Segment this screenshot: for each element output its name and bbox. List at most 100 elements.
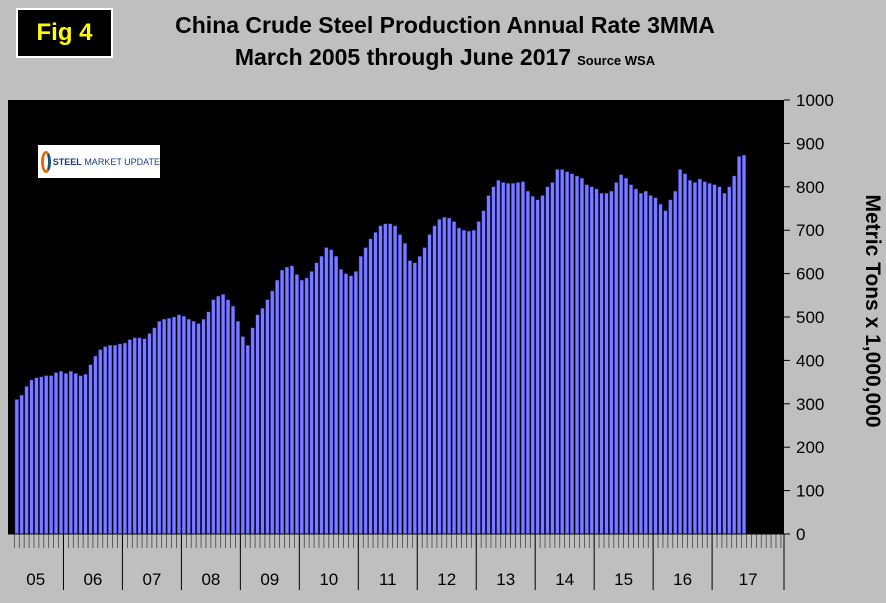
bar	[245, 345, 250, 535]
bar	[304, 277, 309, 535]
bar	[83, 374, 88, 535]
bar	[108, 345, 113, 535]
bar	[196, 323, 201, 535]
bar	[579, 177, 584, 535]
y-tick-label: 500	[796, 308, 824, 327]
bar	[19, 394, 24, 535]
bar	[157, 321, 162, 535]
bar	[275, 279, 280, 535]
bar	[511, 183, 516, 535]
x-axis: 05 06 07 08 09 10 11 12 13 14 15 16 17	[8, 533, 785, 590]
bar	[299, 279, 304, 535]
x-tick-label: 06	[83, 570, 102, 589]
bar	[496, 180, 501, 535]
bar	[383, 223, 388, 535]
bar	[29, 379, 34, 535]
bar	[575, 175, 579, 535]
logo-brand-suffix: MARKET UPDATE	[84, 156, 160, 167]
bar	[344, 273, 348, 535]
bar	[545, 186, 550, 535]
bar	[280, 269, 285, 535]
bar	[727, 186, 732, 535]
bar	[501, 182, 506, 535]
bar	[668, 199, 673, 535]
bar	[206, 311, 211, 535]
bar	[530, 196, 535, 535]
bar	[678, 169, 683, 535]
bar	[702, 181, 707, 535]
bar	[285, 266, 290, 535]
x-tick-label: 16	[673, 570, 692, 589]
bar	[339, 269, 344, 535]
bar	[373, 232, 378, 535]
bar	[599, 193, 604, 535]
bar	[329, 249, 334, 535]
bar	[609, 190, 614, 535]
chart-subtitle: March 2005 through June 2017 Source WSA	[140, 44, 750, 71]
bar	[314, 262, 319, 535]
bar	[722, 193, 727, 535]
bar	[270, 290, 275, 535]
bar	[358, 256, 363, 535]
y-tick-label: 900	[796, 134, 824, 153]
logo-swoosh-icon	[41, 150, 51, 173]
bar	[324, 247, 329, 535]
x-tick-label: 11	[379, 570, 397, 589]
bar	[388, 223, 393, 535]
bar	[643, 190, 648, 535]
bar	[417, 256, 422, 535]
bar	[629, 184, 633, 535]
bar	[442, 216, 447, 535]
bar	[226, 299, 231, 535]
bar	[221, 294, 226, 535]
bar	[181, 315, 186, 535]
bar	[658, 203, 663, 535]
bar	[63, 373, 68, 535]
bar	[398, 234, 403, 535]
bar	[614, 182, 619, 535]
bar	[742, 154, 747, 535]
bar	[142, 338, 147, 535]
bar	[78, 375, 83, 535]
x-tick-label: 15	[614, 570, 633, 589]
bar	[348, 275, 353, 535]
bar	[162, 318, 167, 535]
bar	[255, 314, 260, 535]
bar	[117, 343, 122, 535]
y-tick-label: 800	[796, 178, 824, 197]
bar	[589, 186, 594, 535]
bar	[486, 195, 491, 535]
bar	[737, 156, 742, 535]
bar	[353, 271, 358, 535]
bar	[167, 318, 172, 535]
bar	[732, 175, 737, 535]
bar	[550, 182, 555, 535]
bar	[260, 308, 265, 535]
bar	[49, 375, 54, 535]
x-tick-label: 12	[437, 570, 456, 589]
bar	[186, 318, 191, 535]
bar	[407, 260, 412, 535]
bar	[103, 346, 108, 535]
bar	[594, 188, 599, 535]
y-tick-label: 0	[796, 525, 805, 544]
bar	[403, 243, 407, 535]
bar	[447, 217, 452, 535]
bar	[122, 342, 127, 535]
x-tick-label: 09	[260, 570, 279, 589]
bar	[24, 386, 29, 535]
bar	[525, 190, 530, 535]
bar	[319, 256, 324, 535]
bar	[231, 305, 235, 535]
bar	[653, 197, 658, 535]
bar	[132, 337, 137, 535]
bar	[265, 299, 270, 535]
bar	[604, 193, 609, 535]
bar	[152, 327, 157, 535]
x-tick-label: 13	[496, 570, 515, 589]
bar	[412, 262, 417, 535]
bar	[506, 183, 511, 535]
bar	[127, 339, 132, 535]
bar	[481, 210, 486, 535]
